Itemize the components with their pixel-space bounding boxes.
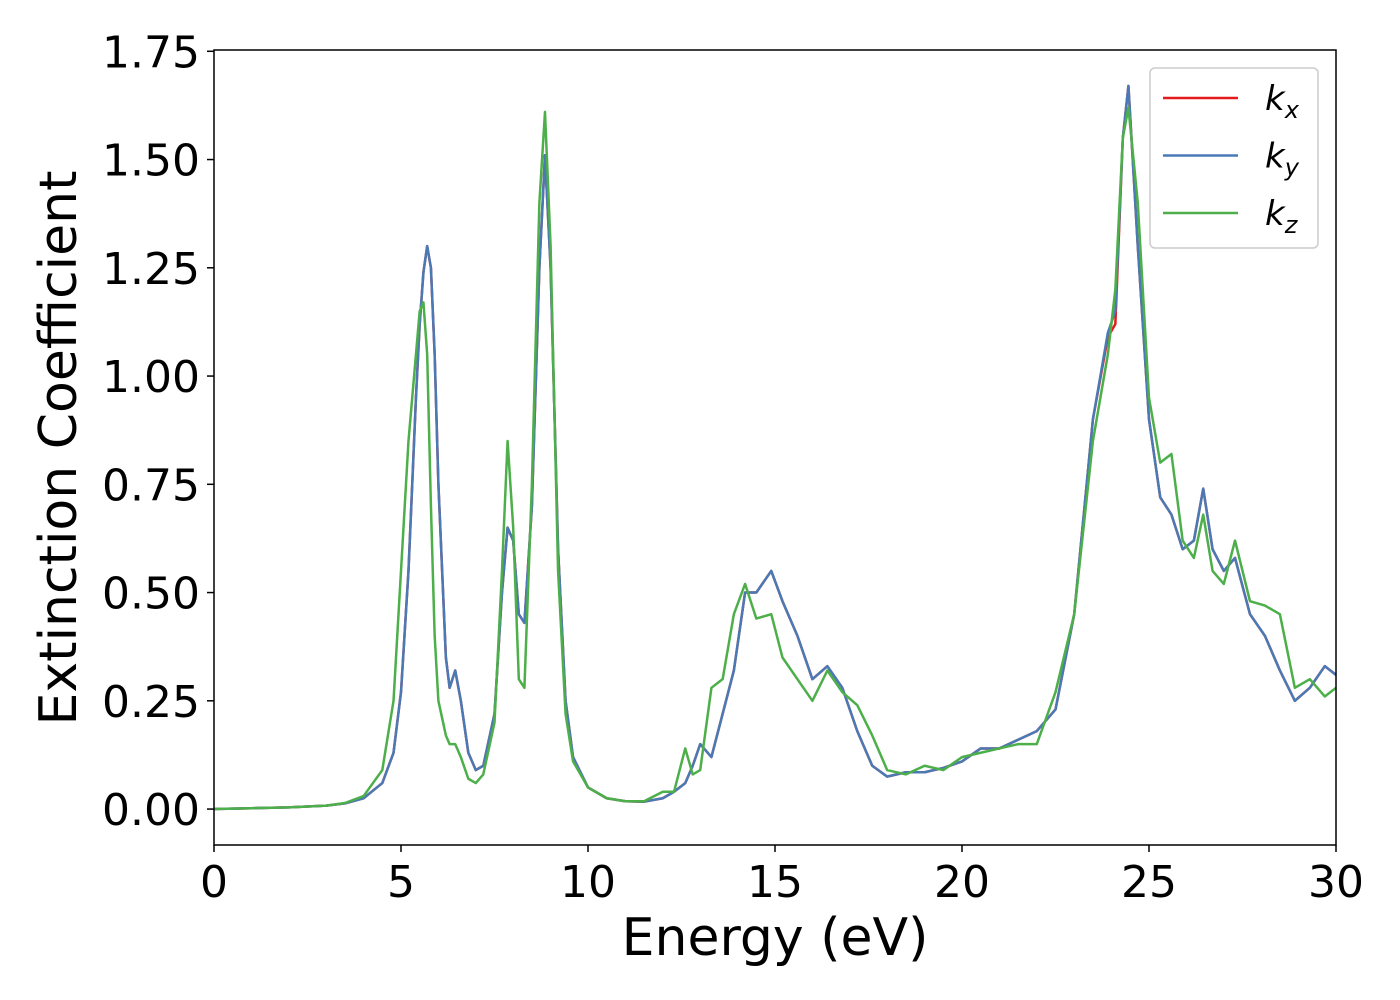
x-tick-label: 25 [1121,857,1177,908]
y-axis-label: Extinction Coefficient [29,171,89,726]
series-line [213,84,1337,811]
y-tick-label: 1.00 [102,352,200,403]
legend-label: kz [1265,194,1299,239]
x-tick-label: 15 [747,857,803,908]
y-tick-label: 1.75 [102,27,200,78]
y-tick-label: 1.25 [102,244,200,295]
x-tick-label: 5 [387,857,415,908]
series-line [213,106,1337,811]
x-tick-label: 0 [200,857,228,908]
y-tick-label: 0.75 [102,460,200,511]
plot-frame [213,49,1337,846]
x-tick-label: 30 [1308,857,1364,908]
x-axis-label: Energy (eV) [622,908,929,968]
y-tick-label: 0.50 [102,569,200,620]
y-tick-label: 1.50 [102,136,200,187]
legend-label: ky [1265,137,1300,182]
legend-box [1149,67,1319,249]
x-tick-label: 20 [934,857,990,908]
y-tick-label: 0.25 [102,677,200,728]
y-tick-label: 0.00 [102,785,200,836]
legend-label: kx [1265,79,1300,124]
x-tick-label: 10 [560,857,616,908]
